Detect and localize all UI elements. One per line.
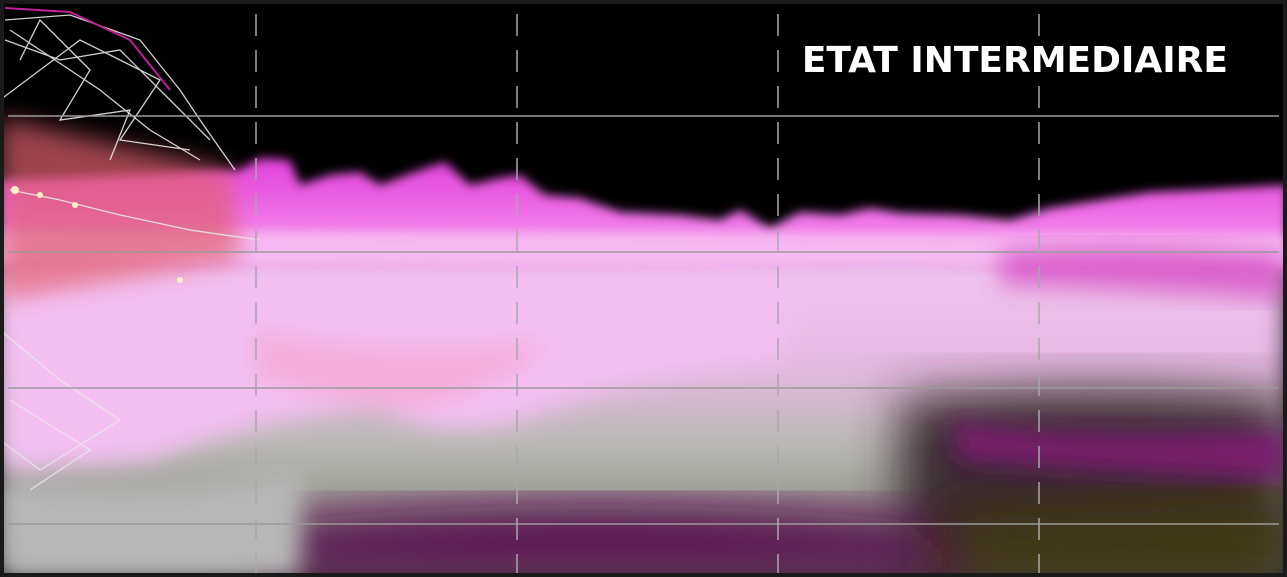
title: ETAT INTERMEDIAIRE — [802, 40, 1228, 81]
grid — [8, 115, 1279, 525]
grid-dashed — [255, 14, 1040, 577]
render — [0, 7, 1287, 577]
